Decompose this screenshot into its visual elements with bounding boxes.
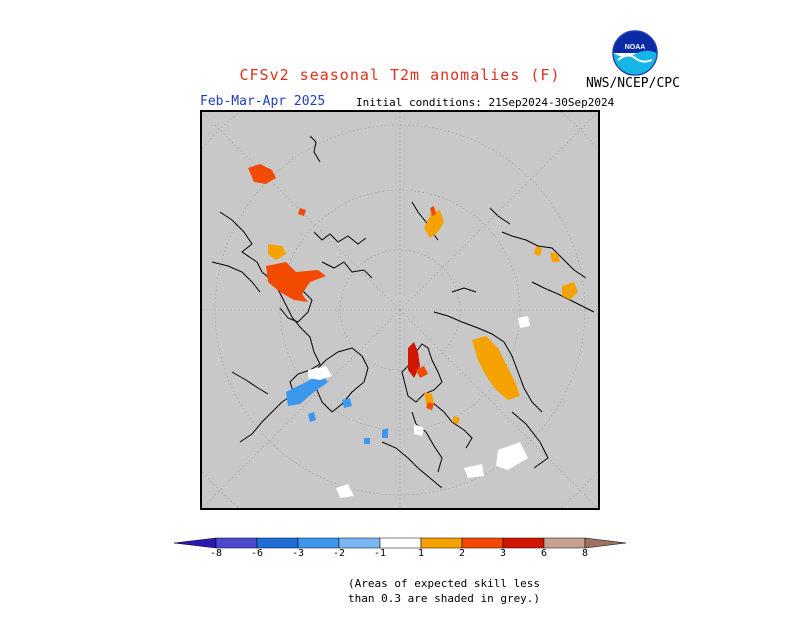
anomaly-orange-region [424, 210, 444, 238]
legend-tick: -1 [373, 548, 387, 559]
agency-label: NWS/NCEP/CPC [586, 76, 680, 91]
anomaly-red-region [426, 402, 434, 410]
anomaly-orange-region [534, 246, 542, 256]
anomaly-orange-region [472, 336, 520, 400]
legend-tick: -6 [250, 548, 264, 559]
legend-tick: 3 [499, 548, 507, 559]
legend-tick: -8 [209, 548, 223, 559]
graticule [202, 112, 598, 508]
anomaly-orange-region [452, 416, 460, 424]
legend-tick: 2 [458, 548, 466, 559]
legend-tick: 1 [417, 548, 425, 559]
anomaly-lightblue-region [308, 412, 316, 422]
anomaly-lightblue-region [364, 438, 370, 444]
skill-note-line: than 0.3 are shaded in grey.) [348, 592, 541, 605]
anomaly-red-region [416, 366, 428, 378]
chart-title: CFSv2 seasonal T2m anomalies (F) [239, 66, 561, 84]
noaa-logo: NOAA [612, 30, 658, 76]
anomaly-orange-region [562, 282, 578, 300]
anomaly-lightblue-region [382, 428, 388, 438]
near-normal-regions [308, 316, 530, 498]
initial-conditions: Initial conditions: 21Sep2024-30Sep2024 [356, 96, 615, 109]
legend-tick: -2 [332, 548, 346, 559]
anomaly-red-region [266, 262, 326, 302]
cool-anomalies [286, 374, 388, 444]
anomaly-red-region [248, 164, 276, 184]
forecast-period: Feb-Mar-Apr 2025 [200, 94, 326, 109]
legend-tick: -3 [291, 548, 305, 559]
anomaly-red-region [430, 206, 436, 216]
anomaly-lightblue-region [286, 374, 328, 406]
coastlines [211, 135, 595, 489]
color-legend [173, 535, 627, 549]
anomaly-lightblue-region [342, 398, 352, 408]
legend-tick: 6 [540, 548, 548, 559]
polar-anomaly-map [200, 110, 600, 510]
anomaly-red-region [298, 208, 306, 216]
legend-tick: 8 [581, 548, 589, 559]
skill-note-line: (Areas of expected skill less [348, 577, 541, 590]
warm-anomalies [248, 164, 578, 424]
svg-text:NOAA: NOAA [625, 44, 646, 51]
skill-note: (Areas of expected skill less than 0.3 a… [348, 576, 540, 606]
anomaly-orange-region [550, 252, 560, 262]
anomaly-orange-region [424, 392, 434, 404]
anomaly-red-region [408, 342, 420, 378]
anomaly-orange-region [268, 244, 286, 260]
